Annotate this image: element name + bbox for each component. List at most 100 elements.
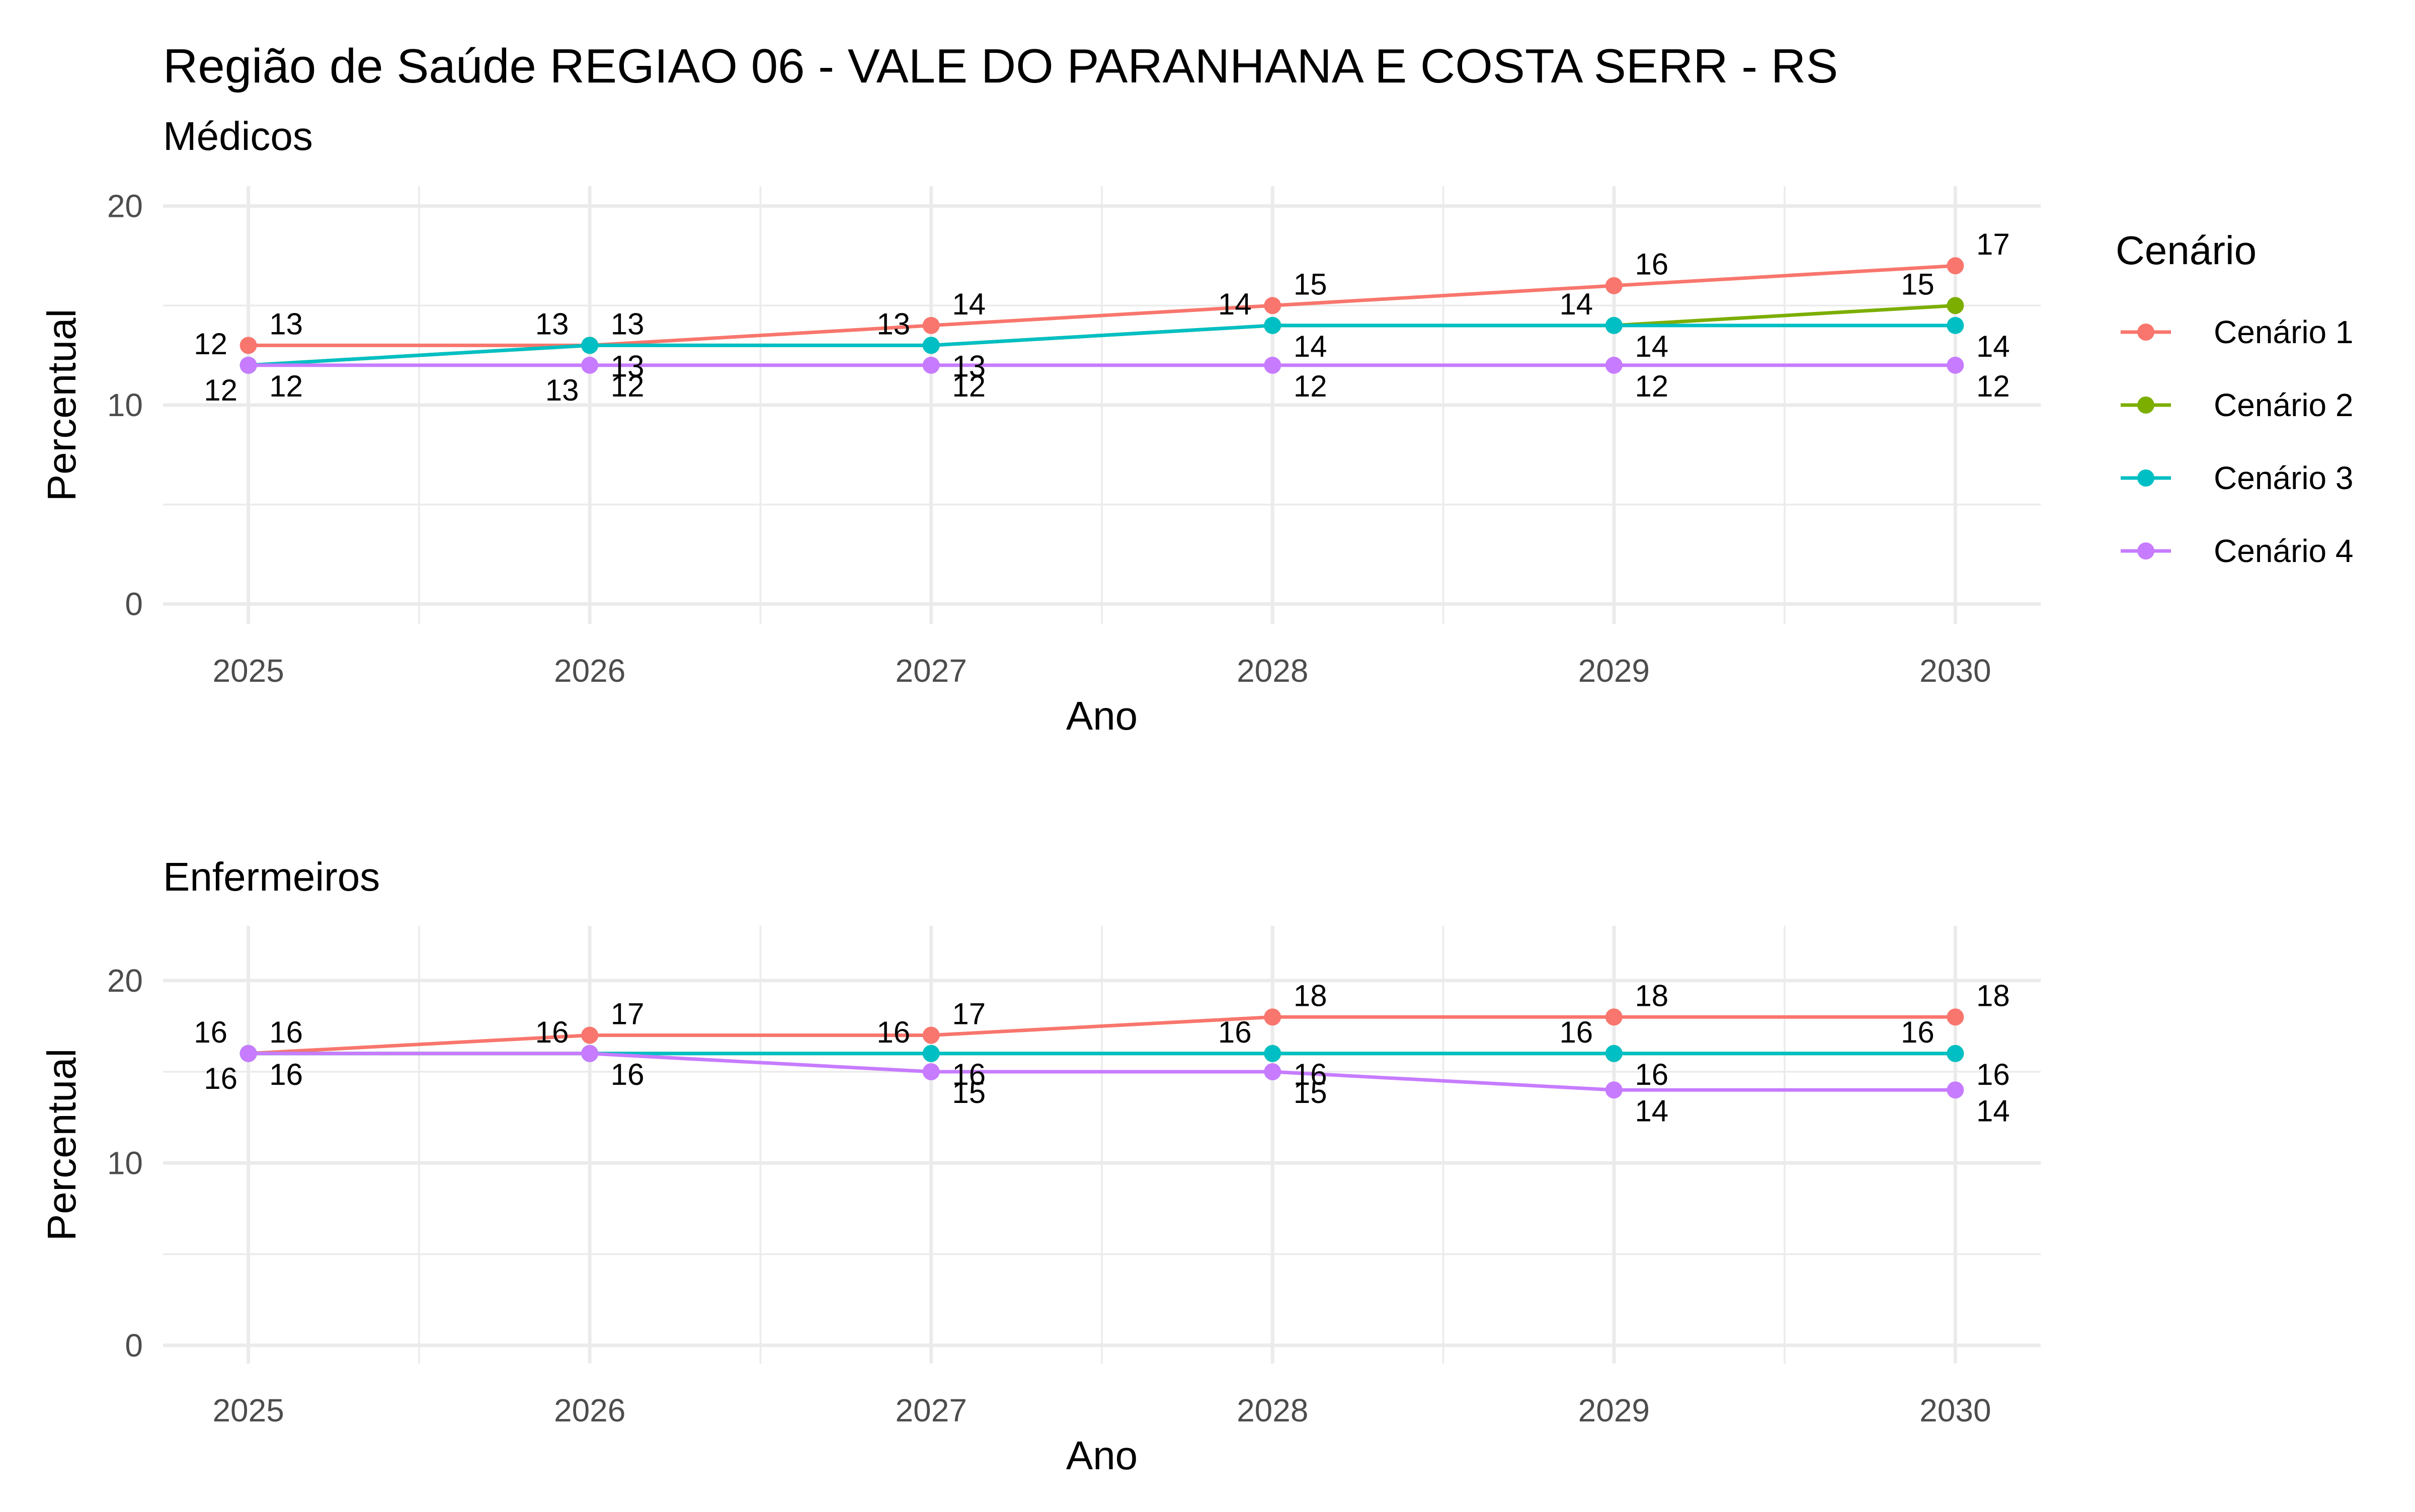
data-point <box>922 1063 940 1080</box>
data-label: 16 <box>269 1015 303 1049</box>
data-point <box>1947 356 1964 374</box>
data-label: 14 <box>952 287 986 321</box>
data-point <box>922 337 940 354</box>
data-label: 16 <box>1559 1015 1593 1049</box>
data-label: 16 <box>194 1015 227 1049</box>
data-point <box>1264 1063 1281 1080</box>
data-point <box>1264 1008 1281 1026</box>
data-point <box>1605 356 1623 374</box>
x-axis-title: Ano <box>1066 693 1138 738</box>
data-label: 12 <box>952 369 986 403</box>
data-label: 16 <box>1218 1015 1252 1049</box>
series-line-1 <box>248 264 1956 347</box>
data-label: 14 <box>1294 330 1327 363</box>
chart-title: Região de Saúde REGIAO 06 - VALE DO PARA… <box>163 39 1838 93</box>
data-point <box>239 356 257 374</box>
data-label: 16 <box>1635 1058 1668 1091</box>
y-tick-label: 10 <box>107 1145 143 1181</box>
data-label: 13 <box>611 349 645 383</box>
data-label: 12 <box>611 369 645 403</box>
data-point <box>922 316 940 334</box>
data-label: 14 <box>1635 1094 1668 1128</box>
data-label: 13 <box>876 307 910 341</box>
data-label: 14 <box>1559 287 1593 321</box>
data-point <box>1264 356 1281 374</box>
panel-1: Médicos 2025 2026 2027 2028 2029 2030 0 10 20 Ano P… <box>39 114 2041 738</box>
data-point <box>1605 1081 1623 1099</box>
legend-entry-label: Cenário 1 <box>2214 314 2354 350</box>
data-point <box>1605 316 1623 334</box>
y-tick-label: 10 <box>107 387 143 423</box>
legend-entry-label: Cenário 3 <box>2214 460 2354 496</box>
x-tick-label: 2028 <box>1237 1392 1308 1428</box>
data-label: 16 <box>1901 1015 1935 1049</box>
data-point <box>922 1045 940 1062</box>
data-point <box>1947 1008 1964 1026</box>
legend: Cenário Cenário 1 Cenário 2 Cenário 3 Cenári… <box>2116 228 2354 569</box>
data-label: 12 <box>194 327 227 361</box>
data-point <box>1264 1045 1281 1062</box>
series-line-4 <box>248 1052 1956 1092</box>
x-tick-label: 2026 <box>554 653 625 689</box>
data-label: 13 <box>611 307 645 341</box>
data-label: 16 <box>952 1058 986 1091</box>
data-point <box>1605 1045 1623 1062</box>
data-label: 17 <box>611 997 645 1031</box>
data-label: 15 <box>1901 267 1935 301</box>
x-tick-label: 2030 <box>1919 653 1991 689</box>
legend-key-point <box>2137 469 2154 487</box>
data-point <box>239 1045 257 1062</box>
data-label: 16 <box>1294 1058 1327 1091</box>
data-label: 13 <box>269 307 303 341</box>
y-tick-label: 0 <box>125 1327 143 1364</box>
data-label: 17 <box>1976 227 2010 261</box>
data-label: 14 <box>1976 1094 2010 1128</box>
data-label: 12 <box>269 369 303 403</box>
y-axis-title: Percentual <box>39 309 84 501</box>
data-point <box>922 1026 940 1044</box>
y-tick-label: 0 <box>125 586 143 622</box>
data-label: 14 <box>1218 287 1252 321</box>
data-point <box>1264 297 1281 314</box>
data-point <box>581 1026 599 1044</box>
legend-key-point <box>2137 396 2154 414</box>
data-label: 13 <box>535 307 569 341</box>
x-tick-label: 2025 <box>212 653 284 689</box>
data-label: 18 <box>1294 979 1327 1012</box>
data-label: 18 <box>1635 979 1668 1012</box>
data-label: 16 <box>204 1062 237 1095</box>
legend-title: Cenário <box>2116 228 2257 273</box>
panel-2: Enfermeiros 2025 2026 2027 2028 2029 2030 0 10 20… <box>39 854 2041 1478</box>
x-tick-label: 2029 <box>1578 653 1650 689</box>
y-tick-label: 20 <box>107 188 143 224</box>
data-point <box>581 1045 599 1062</box>
x-tick-label: 2027 <box>896 1392 967 1428</box>
x-tick-label: 2029 <box>1578 1392 1650 1428</box>
series-line-1 <box>248 1015 1956 1056</box>
data-label: 15 <box>1294 267 1327 301</box>
legend-key-point <box>2137 542 2154 560</box>
data-point <box>1605 277 1623 294</box>
data-point <box>1605 1008 1623 1026</box>
legend-entry-label: Cenário 4 <box>2214 533 2354 569</box>
x-tick-label: 2025 <box>212 1392 284 1428</box>
data-label: 12 <box>1294 369 1327 403</box>
data-point <box>1947 1045 1964 1062</box>
x-tick-label: 2028 <box>1237 653 1308 689</box>
data-point <box>1947 316 1964 334</box>
panel-subtitle: Enfermeiros <box>163 854 380 899</box>
series-line-3 <box>248 324 1956 367</box>
x-tick-label: 2030 <box>1919 1392 1991 1428</box>
y-axis-title: Percentual <box>39 1049 84 1241</box>
data-label: 16 <box>611 1058 645 1091</box>
data-label: 13 <box>952 349 986 383</box>
data-label: 16 <box>1635 248 1668 281</box>
data-label: 12 <box>1635 369 1668 403</box>
x-tick-label: 2026 <box>554 1392 625 1428</box>
data-label: 13 <box>545 373 579 407</box>
data-point <box>1947 257 1964 275</box>
data-point <box>1947 297 1964 314</box>
legend-entry-label: Cenário 2 <box>2214 387 2354 423</box>
data-label: 12 <box>204 373 237 407</box>
